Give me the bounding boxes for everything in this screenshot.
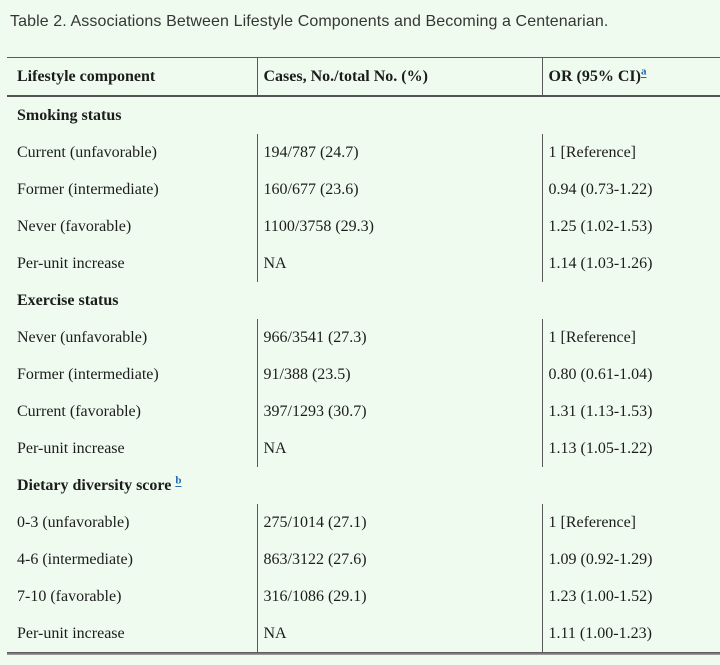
cell-cases: 966/3541 (27.3): [256, 319, 542, 356]
column-header-lifestyle-component: Lifestyle component: [7, 57, 257, 97]
table-row: Per-unit increase NA 1.14 (1.03-1.26): [7, 245, 720, 282]
cell-or: 1.09 (0.92-1.29): [541, 541, 720, 578]
cell-component: 4-6 (intermediate): [17, 551, 133, 568]
column-header-row: Lifestyle component Cases, No./total No.…: [7, 57, 720, 97]
table-row: 7-10 (favorable) 316/1086 (29.1) 1.23 (1…: [7, 578, 720, 615]
cell-cases: 194/787 (24.7): [256, 134, 542, 171]
cell-or: 1 [Reference]: [541, 504, 720, 541]
cell-component: Never (unfavorable): [17, 329, 148, 346]
table-row: Never (favorable) 1100/3758 (29.3) 1.25 …: [7, 208, 720, 245]
cell-cases: 91/388 (23.5): [256, 356, 542, 393]
cell-component: Former (intermediate): [17, 366, 159, 383]
lifestyle-centenarian-table: Lifestyle component Cases, No./total No.…: [7, 57, 720, 652]
table-row: Per-unit increase NA 1.11 (1.00-1.23): [7, 615, 720, 652]
section-header-exercise-status: Exercise status: [7, 282, 720, 319]
table-row: Never (unfavorable) 966/3541 (27.3) 1 [R…: [7, 319, 720, 356]
cell-component: 0-3 (unfavorable): [17, 514, 130, 531]
cell-or: 1.31 (1.13-1.53): [541, 393, 720, 430]
cell-or: 0.80 (0.61-1.04): [541, 356, 720, 393]
table-bottom-rule: [7, 652, 720, 655]
cell-or: 1.25 (1.02-1.53): [541, 208, 720, 245]
cell-cases: 160/677 (23.6): [256, 171, 542, 208]
column-header-cases: Cases, No./total No. (%): [256, 57, 542, 97]
cell-component: Per-unit increase: [17, 625, 125, 642]
cell-cases: 1100/3758 (29.3): [256, 208, 542, 245]
table-title: Table 2. Associations Between Lifestyle …: [10, 13, 609, 30]
cell-or: 1.11 (1.00-1.23): [541, 615, 720, 652]
section-header-smoking-status: Smoking status: [7, 96, 720, 134]
cell-component: Per-unit increase: [17, 440, 125, 457]
cell-component: Former (intermediate): [17, 181, 159, 198]
column-header-or-label: OR (95% CI): [548, 68, 641, 85]
table-row: Current (unfavorable) 194/787 (24.7) 1 […: [7, 134, 720, 171]
table-row: Current (favorable) 397/1293 (30.7) 1.31…: [7, 393, 720, 430]
table-row: 4-6 (intermediate) 863/3122 (27.6) 1.09 …: [7, 541, 720, 578]
footnote-a-link[interactable]: a: [640, 65, 647, 78]
cell-or: 1 [Reference]: [541, 134, 720, 171]
footnote-marker-a: a: [641, 66, 647, 78]
cell-cases: NA: [256, 430, 542, 467]
footnote-marker-b: b: [175, 475, 181, 487]
section-header-label: Smoking status: [17, 107, 122, 124]
cell-cases: NA: [256, 615, 542, 652]
cell-or: 1.13 (1.05-1.22): [541, 430, 720, 467]
footnote-b-link[interactable]: b: [175, 474, 182, 487]
cell-or: 1.14 (1.03-1.26): [541, 245, 720, 282]
section-header-label: Exercise status: [17, 292, 119, 309]
cell-or: 1.23 (1.00-1.52): [541, 578, 720, 615]
cell-cases: 397/1293 (30.7): [256, 393, 542, 430]
cell-component: Per-unit increase: [17, 255, 125, 272]
cell-or: 1 [Reference]: [541, 319, 720, 356]
cell-component: Never (favorable): [17, 218, 132, 235]
cell-cases: 863/3122 (27.6): [256, 541, 542, 578]
section-header-label: Dietary diversity score b: [7, 467, 720, 504]
cell-or: 0.94 (0.73-1.22): [541, 171, 720, 208]
table-row: Per-unit increase NA 1.13 (1.05-1.22): [7, 430, 720, 467]
cell-component: 7-10 (favorable): [17, 588, 122, 605]
cell-cases: 275/1014 (27.1): [256, 504, 542, 541]
table-row: 0-3 (unfavorable) 275/1014 (27.1) 1 [Ref…: [7, 504, 720, 541]
cell-component: Current (unfavorable): [17, 144, 157, 161]
cell-cases: NA: [256, 245, 542, 282]
cell-cases: 316/1086 (29.1): [256, 578, 542, 615]
column-header-or: OR (95% CI)a: [541, 57, 720, 97]
table-row: Former (intermediate) 91/388 (23.5) 0.80…: [7, 356, 720, 393]
cell-component: Current (favorable): [17, 403, 141, 420]
table-row: Former (intermediate) 160/677 (23.6) 0.9…: [7, 171, 720, 208]
section-header-text: Dietary diversity score: [17, 477, 172, 494]
section-header-dietary-diversity-score: Dietary diversity score b: [7, 467, 720, 504]
